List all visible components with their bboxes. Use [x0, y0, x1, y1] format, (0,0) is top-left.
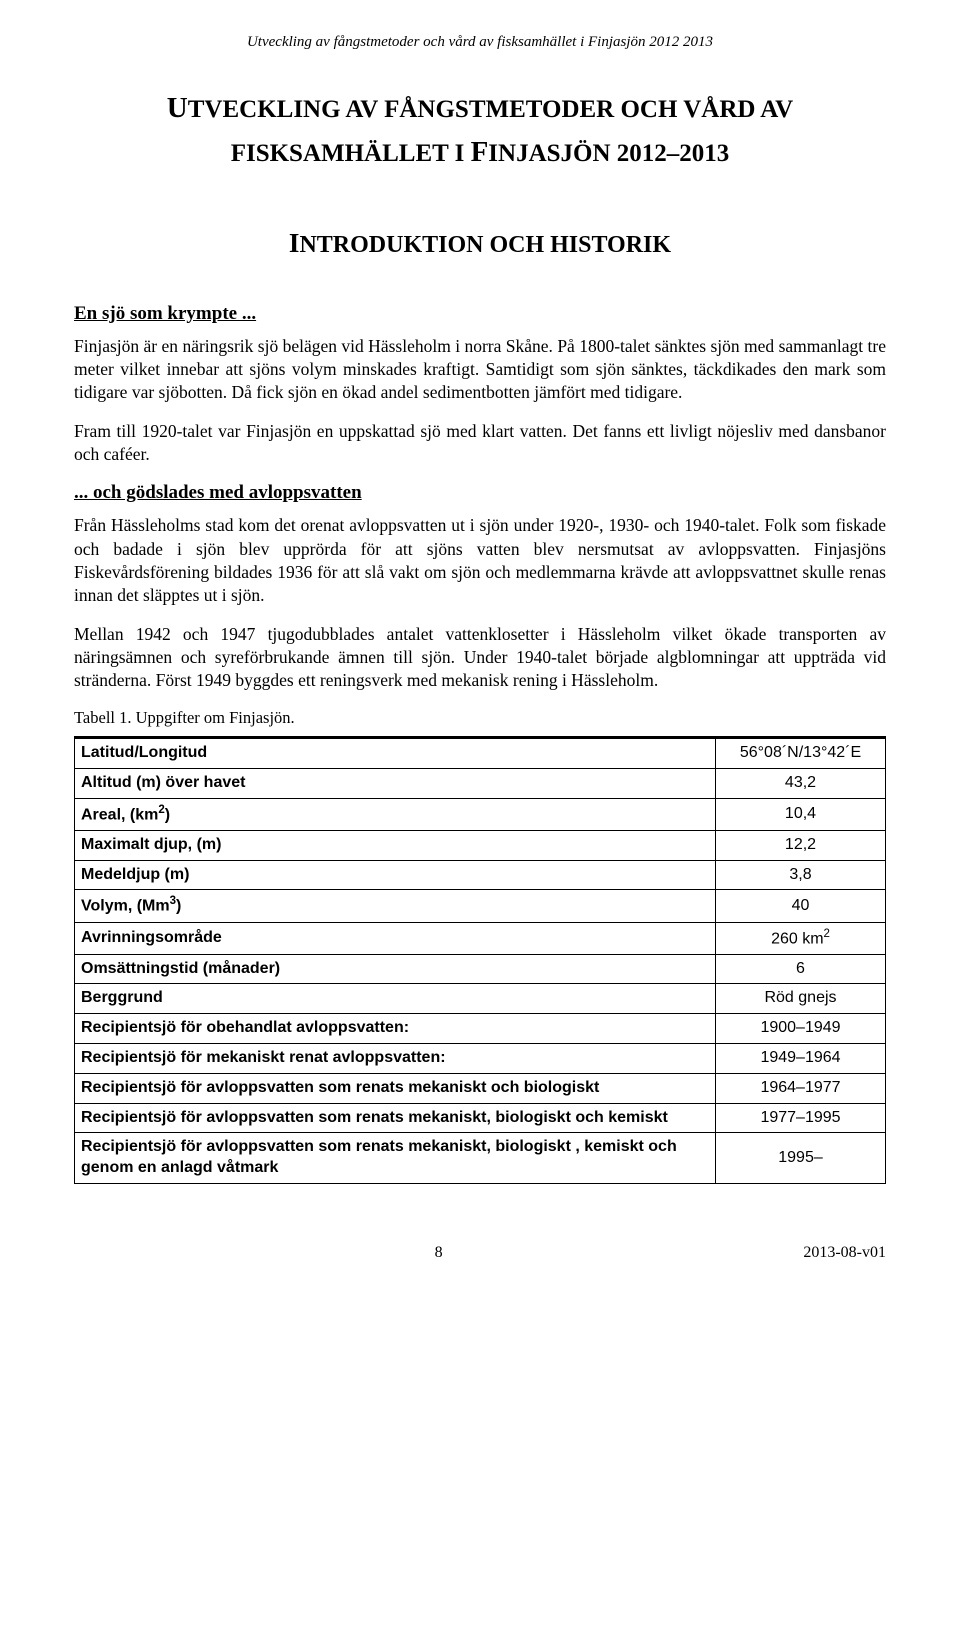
table-row: Volym, (Mm3)40: [75, 890, 886, 922]
title-line2b: INJASJÖN 2012–2013: [488, 140, 729, 167]
row-value: 1977–1995: [716, 1103, 886, 1133]
row-value: 6: [716, 954, 886, 984]
row-label: Recipientsjö för avloppsvatten som renat…: [75, 1133, 716, 1184]
row-label: Latitud/Longitud: [75, 738, 716, 769]
paragraph: Fram till 1920-talet var Finjasjön en up…: [74, 420, 886, 466]
row-value: 3,8: [716, 860, 886, 890]
title-dropcap1: U: [167, 92, 188, 124]
footer-version: 2013-08-v01: [803, 1244, 886, 1262]
row-label: Maximalt djup, (m): [75, 830, 716, 860]
data-table: Latitud/Longitud56°08´N/13°42´EAltitud (…: [74, 736, 886, 1184]
title-dropcap2: F: [471, 136, 489, 168]
section-text: NTRODUKTION OCH HISTORIK: [299, 232, 671, 258]
row-value: 1900–1949: [716, 1014, 886, 1044]
table-row: Recipientsjö för avloppsvatten som renat…: [75, 1103, 886, 1133]
row-label: Areal, (km2): [75, 798, 716, 830]
row-label: Omsättningstid (månader): [75, 954, 716, 984]
table-row: Medeldjup (m)3,8: [75, 860, 886, 890]
row-value: Röd gnejs: [716, 984, 886, 1014]
running-header: Utveckling av fångstmetoder och vård av …: [74, 34, 886, 51]
table-row: Recipientsjö för obehandlat avloppsvatte…: [75, 1014, 886, 1044]
table-row: Areal, (km2)10,4: [75, 798, 886, 830]
row-label: Avrinningsområde: [75, 922, 716, 954]
table-caption: Tabell 1. Uppgifter om Finjasjön.: [74, 708, 886, 728]
row-label: Recipientsjö för avloppsvatten som renat…: [75, 1073, 716, 1103]
paragraph: Från Hässleholms stad kom det orenat avl…: [74, 514, 886, 606]
table-row: Recipientsjö för avloppsvatten som renat…: [75, 1133, 886, 1184]
row-value: 56°08´N/13°42´E: [716, 738, 886, 769]
row-label: Volym, (Mm3): [75, 890, 716, 922]
subheading-godslades: ... och gödslades med avloppsvatten: [74, 482, 886, 504]
row-label: Recipientsjö för obehandlat avloppsvatte…: [75, 1014, 716, 1044]
row-label: Recipientsjö för avloppsvatten som renat…: [75, 1103, 716, 1133]
table-row: Avrinningsområde260 km2: [75, 922, 886, 954]
row-value: 12,2: [716, 830, 886, 860]
table-row: Maximalt djup, (m)12,2: [75, 830, 886, 860]
section-heading: INTRODUKTION OCH HISTORIK: [74, 228, 886, 259]
title-line2a: FISKSAMHÄLLET I: [231, 140, 471, 167]
page-number: 8: [74, 1244, 803, 1262]
row-label: Altitud (m) över havet: [75, 768, 716, 798]
row-label: Berggrund: [75, 984, 716, 1014]
page-footer: 8 2013-08-v01: [74, 1244, 886, 1262]
table-row: Latitud/Longitud56°08´N/13°42´E: [75, 738, 886, 769]
document-title: UTVECKLING AV FÅNGSTMETODER OCH VÅRD AV …: [74, 87, 886, 174]
row-value: 1949–1964: [716, 1044, 886, 1074]
row-value: 260 km2: [716, 922, 886, 954]
subheading-krympte: En sjö som krympte ...: [74, 303, 886, 325]
row-label: Recipientsjö för mekaniskt renat avlopps…: [75, 1044, 716, 1074]
row-value: 40: [716, 890, 886, 922]
row-value: 1964–1977: [716, 1073, 886, 1103]
row-value: 1995–: [716, 1133, 886, 1184]
paragraph: Finjasjön är en näringsrik sjö belägen v…: [74, 335, 886, 404]
table-row: Altitud (m) över havet43,2: [75, 768, 886, 798]
title-line1: TVECKLING AV FÅNGSTMETODER OCH VÅRD AV: [188, 96, 793, 123]
paragraph: Mellan 1942 och 1947 tjugodubblades anta…: [74, 623, 886, 692]
section-dropcap: I: [289, 228, 300, 258]
table-row: Recipientsjö för avloppsvatten som renat…: [75, 1073, 886, 1103]
row-value: 43,2: [716, 768, 886, 798]
row-value: 10,4: [716, 798, 886, 830]
row-label: Medeldjup (m): [75, 860, 716, 890]
table-row: Omsättningstid (månader)6: [75, 954, 886, 984]
table-row: Recipientsjö för mekaniskt renat avlopps…: [75, 1044, 886, 1074]
table-row: BerggrundRöd gnejs: [75, 984, 886, 1014]
